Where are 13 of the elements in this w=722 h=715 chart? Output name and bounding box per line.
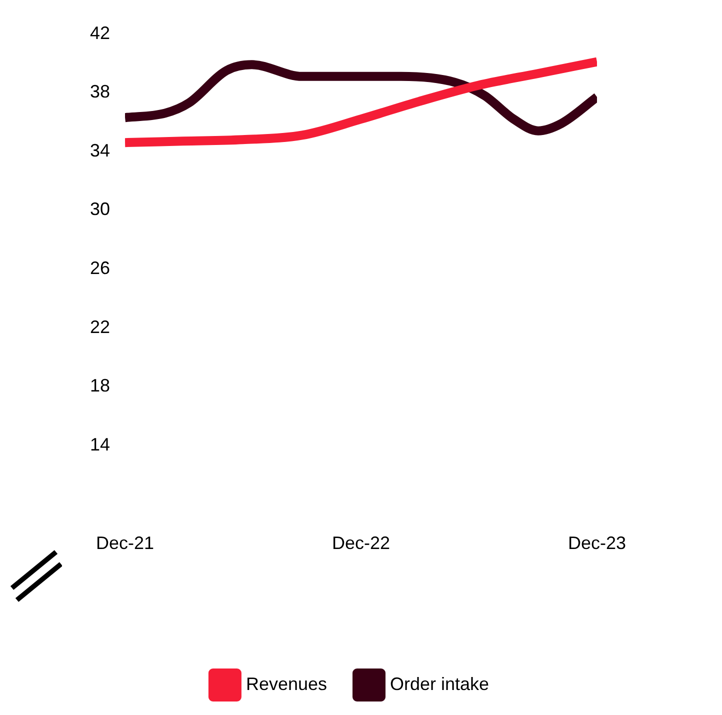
y-tick-label: 42 (90, 22, 110, 43)
x-tick-label: Dec-21 (96, 533, 154, 554)
y-tick-label: 14 (90, 434, 110, 454)
y-tick-label: 38 (90, 82, 110, 102)
y-tick-label: 30 (90, 199, 110, 220)
legend-label: Revenues (246, 674, 328, 694)
y-tick-label: 18 (90, 376, 110, 396)
x-tick-label: Dec-22 (332, 533, 390, 554)
y-tick-label: 34 (90, 140, 110, 160)
legend-label: Order intake (390, 674, 490, 694)
y-tick-label: 22 (90, 316, 110, 337)
y-tick-label: 26 (90, 258, 110, 278)
x-tick-label: Dec-23 (568, 533, 626, 554)
